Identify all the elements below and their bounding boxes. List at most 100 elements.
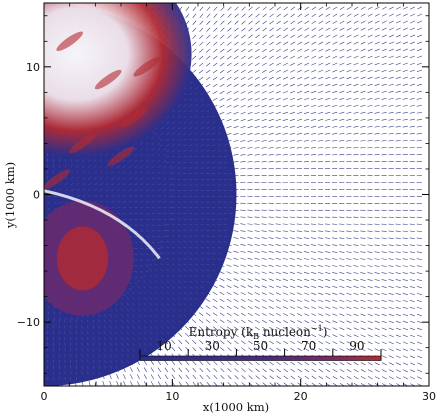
velocity-arrow	[262, 6, 267, 11]
velocity-arrow	[367, 41, 373, 45]
velocity-arrow	[332, 153, 338, 156]
velocity-arrow	[304, 83, 310, 87]
inner-velocity-arrow	[98, 336, 101, 341]
velocity-arrow	[402, 104, 408, 107]
inner-velocity-arrow	[189, 292, 193, 295]
inner-velocity-arrow	[98, 371, 101, 375]
velocity-arrow	[346, 153, 352, 156]
inner-velocity-arrow	[105, 183, 109, 186]
velocity-arrow	[262, 347, 267, 352]
inner-velocity-arrow	[157, 142, 161, 145]
velocity-arrow	[402, 118, 408, 121]
velocity-arrow	[297, 76, 303, 80]
velocity-arrow	[416, 118, 423, 121]
inner-velocity-arrow	[157, 201, 161, 203]
velocity-arrow	[283, 361, 289, 366]
velocity-arrow	[247, 312, 253, 317]
velocity-arrow	[290, 13, 296, 18]
inner-velocity-arrow	[47, 305, 50, 309]
velocity-arrow	[248, 340, 253, 345]
velocity-arrow	[332, 62, 338, 66]
velocity-arrow	[247, 257, 253, 260]
velocity-arrow	[417, 34, 423, 38]
inner-velocity-arrow	[160, 138, 164, 141]
velocity-arrow	[269, 333, 274, 338]
velocity-arrow	[339, 97, 345, 100]
velocity-arrow	[198, 319, 204, 324]
velocity-arrow	[381, 306, 387, 310]
velocity-arrow	[339, 125, 345, 128]
velocity-arrow	[381, 90, 387, 93]
velocity-arrow	[416, 125, 422, 128]
velocity-arrow	[360, 76, 366, 80]
velocity-arrow	[240, 278, 246, 281]
velocity-arrow	[346, 139, 352, 142]
velocity-arrow	[311, 69, 317, 73]
velocity-arrow	[247, 319, 253, 324]
velocity-arrow	[262, 361, 267, 366]
velocity-arrow	[353, 41, 359, 45]
velocity-arrow	[123, 374, 126, 380]
inner-velocity-arrow	[151, 259, 155, 261]
velocity-arrow	[395, 132, 401, 135]
inner-velocity-arrow	[138, 331, 141, 335]
inner-velocity-arrow	[88, 165, 91, 168]
velocity-arrow	[247, 292, 253, 295]
velocity-arrow	[240, 111, 246, 115]
velocity-arrow	[381, 313, 387, 317]
inner-velocity-arrow	[149, 303, 152, 306]
inner-velocity-arrow	[122, 177, 126, 180]
velocity-arrow	[332, 272, 338, 274]
inner-velocity-arrow	[115, 337, 118, 341]
velocity-arrow	[296, 97, 303, 101]
velocity-arrow	[346, 299, 352, 303]
velocity-arrow	[185, 374, 190, 380]
velocity-arrow	[282, 244, 288, 246]
velocity-arrow	[226, 69, 232, 74]
velocity-arrow	[276, 375, 281, 380]
velocity-arrow	[283, 340, 288, 345]
velocity-arrow	[416, 132, 422, 135]
velocity-arrow	[388, 251, 394, 253]
velocity-arrow	[296, 139, 303, 142]
inner-velocity-arrow	[160, 291, 164, 295]
inner-velocity-arrow	[172, 308, 176, 312]
inner-velocity-arrow	[88, 159, 91, 163]
velocity-arrow	[220, 34, 225, 39]
inner-velocity-arrow	[183, 286, 187, 289]
velocity-arrow	[317, 161, 324, 163]
velocity-arrow	[303, 230, 310, 232]
inner-velocity-arrow	[189, 229, 193, 232]
velocity-arrow	[178, 367, 183, 373]
inner-velocity-arrow	[172, 291, 176, 295]
y-tick-label: −10	[17, 316, 40, 329]
velocity-arrow	[234, 20, 239, 25]
velocity-arrow	[226, 76, 232, 81]
inner-velocity-arrow	[149, 286, 152, 289]
velocity-arrow	[339, 285, 345, 288]
velocity-arrow	[254, 168, 260, 170]
inner-velocity-arrow	[103, 314, 106, 318]
velocity-arrow	[409, 306, 415, 310]
velocity-arrow	[275, 285, 281, 288]
inner-velocity-arrow	[183, 292, 187, 295]
velocity-arrow	[360, 362, 366, 366]
velocity-arrow	[255, 6, 260, 11]
velocity-arrow	[402, 299, 408, 303]
inner-velocity-arrow	[149, 297, 152, 301]
velocity-arrow	[283, 6, 289, 11]
velocity-arrow	[212, 62, 218, 67]
inner-velocity-arrow	[76, 164, 79, 168]
velocity-arrow	[374, 6, 380, 10]
velocity-arrow	[226, 326, 232, 331]
velocity-arrow	[395, 111, 401, 114]
inner-velocity-arrow	[189, 286, 193, 289]
inner-velocity-arrow	[195, 121, 199, 124]
velocity-arrow	[282, 146, 288, 149]
inner-velocity-arrow	[154, 280, 158, 283]
inner-velocity-arrow	[189, 309, 193, 312]
velocity-arrow	[381, 97, 387, 100]
inner-velocity-arrow	[172, 280, 176, 283]
velocity-arrow	[402, 244, 408, 246]
velocity-arrow	[346, 20, 352, 24]
